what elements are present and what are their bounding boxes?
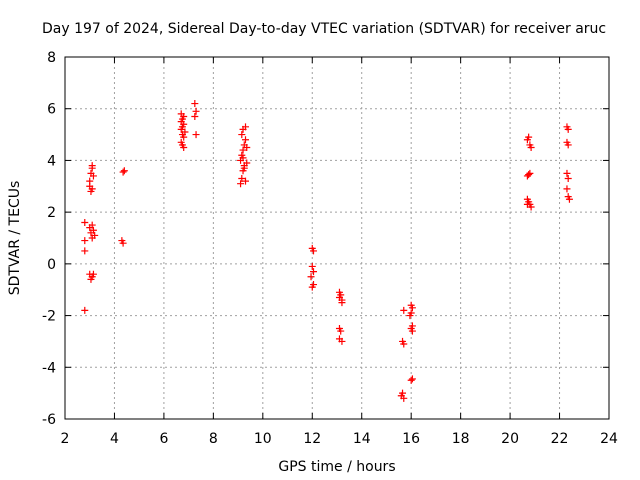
data-point [242,123,250,131]
data-point [120,167,128,175]
data-point [178,123,186,131]
data-point [192,131,200,139]
y-tick-label: -2 [42,309,56,325]
data-point [242,177,250,185]
data-point [243,144,251,151]
data-point [181,128,189,136]
data-point [525,133,533,141]
x-tick-label: 24 [600,431,618,447]
data-point [338,337,346,345]
data-point [527,144,535,151]
data-point [406,312,414,320]
data-point [399,389,407,397]
y-axis-label: SDTVAR / TECUs [7,181,23,296]
data-point [191,100,199,108]
data-point [88,162,96,170]
data-point [308,262,316,270]
data-point [310,247,318,255]
data-point [238,131,246,139]
data-point [81,218,89,226]
x-tick-label: 2 [61,431,70,447]
y-tick-label: 4 [47,153,56,169]
y-tick-label: -4 [42,360,56,376]
data-point [527,203,535,211]
data-point [180,133,188,141]
data-point [525,171,533,179]
data-point [307,273,315,281]
y-tick-label: -6 [42,412,56,428]
data-point [88,185,96,193]
data-point [192,107,200,115]
x-tick-label: 22 [551,431,569,447]
data-point [407,376,415,384]
data-point [180,144,188,151]
data-point [191,112,199,120]
data-point [81,306,89,314]
data-point [119,239,127,247]
data-point [526,169,534,177]
data-point [91,231,99,239]
x-tick-label: 4 [110,431,119,447]
data-point [243,159,251,167]
x-tick-label: 14 [353,431,371,447]
chart-title: Day 197 of 2024, Sidereal Day-to-day VTE… [42,21,606,37]
data-point [238,175,246,183]
data-point [335,293,343,301]
data-point [565,195,573,203]
data-point [564,125,572,133]
x-tick-label: 20 [501,431,519,447]
data-point [239,154,247,162]
y-tick-label: 2 [47,205,56,221]
data-point [89,172,97,180]
data-point [240,164,248,172]
data-point [239,146,247,154]
x-tick-label: 8 [209,431,218,447]
y-tick-label: 0 [47,257,56,273]
data-point [310,281,318,289]
data-point [563,169,571,177]
data-point [338,299,346,307]
data-point [400,340,408,348]
data-point [408,375,416,383]
x-tick-label: 12 [303,431,321,447]
data-point [337,327,345,335]
x-tick-label: 16 [402,431,420,447]
data-point [523,200,531,208]
data-point [408,304,416,312]
x-axis-label: GPS time / hours [278,459,395,475]
data-point [400,306,408,314]
data-point [177,118,185,126]
x-tick-label: 10 [254,431,272,447]
data-point [237,180,245,188]
x-tick-label: 18 [452,431,470,447]
grid [65,57,609,419]
data-points [81,100,573,402]
data-point [564,141,572,149]
data-point [242,136,250,144]
data-point [81,247,89,255]
data-point [400,394,408,402]
x-tick-label: 6 [159,431,168,447]
data-point [89,226,97,234]
y-tick-label: 6 [47,102,56,118]
data-point [119,168,127,176]
data-point [81,237,89,245]
data-point [310,268,318,276]
data-point [564,175,572,183]
data-point [88,221,96,229]
data-point [180,112,188,120]
data-point [89,270,97,278]
data-point [408,327,416,335]
y-tick-label: 8 [47,50,56,66]
data-point [563,185,571,193]
plot-frame [64,56,610,420]
